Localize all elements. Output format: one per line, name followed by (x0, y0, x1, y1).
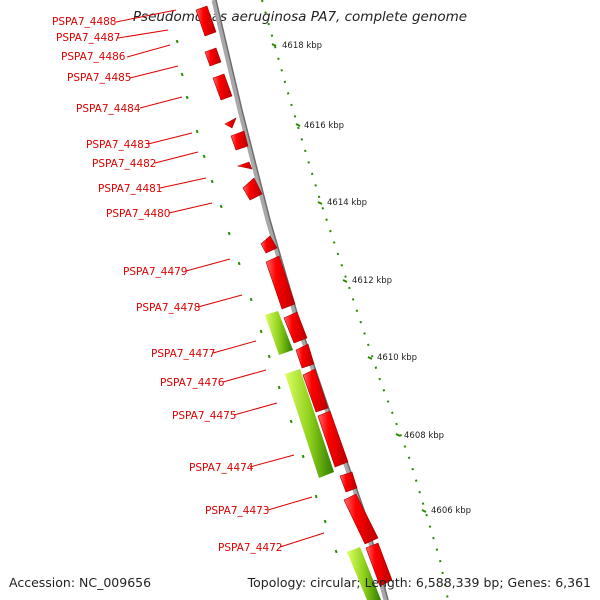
gene-label: PSPA7_4484 (76, 103, 141, 115)
cds-arrow (295, 343, 315, 369)
cds-arrow (212, 73, 233, 101)
cds-arrow (242, 177, 263, 201)
summary-text: Topology: circular; Length: 6,588,339 bp… (247, 575, 591, 590)
cds-arrow (260, 235, 278, 254)
scale-labels: 4618 kbp 4616 kbp 4614 kbp 4612 kbp 4610… (282, 41, 471, 516)
leader-lines (115, 9, 325, 548)
accession-text: Accession: NC_009656 (9, 575, 152, 590)
cds-arrow (195, 5, 217, 37)
scale-label: 4614 kbp (327, 198, 367, 208)
gene-label: PSPA7_4473 (205, 505, 270, 517)
cds-arrow (230, 130, 249, 151)
cds-arrow (283, 311, 308, 344)
gene-label: PSPA7_4477 (151, 348, 216, 360)
scale-label: 4618 kbp (282, 41, 322, 51)
inner-tick-dots (175, 39, 338, 554)
cds-arrows (195, 5, 393, 587)
cds-arrow (302, 368, 329, 413)
green-feature (265, 311, 293, 355)
scale-label: 4612 kbp (352, 276, 392, 286)
outer-ruler (261, 0, 449, 600)
cds-arrow (265, 255, 296, 310)
ruler-major-ticks (271, 43, 427, 513)
gene-labels: PSPA7_4488 PSPA7_4487 PSPA7_4486 PSPA7_4… (52, 16, 283, 554)
gene-label: PSPA7_4487 (56, 32, 121, 44)
gene-label: PSPA7_4482 (92, 158, 157, 170)
gene-label: PSPA7_4472 (218, 542, 283, 554)
gene-label: PSPA7_4486 (61, 51, 126, 63)
gene-label: PSPA7_4474 (189, 462, 254, 474)
scale-label: 4606 kbp (431, 506, 471, 516)
gene-label: PSPA7_4485 (67, 72, 132, 84)
cds-arrow (365, 542, 393, 587)
gene-label: PSPA7_4478 (136, 302, 201, 314)
scale-label: 4616 kbp (304, 121, 344, 131)
scale-label: 4608 kbp (404, 431, 444, 441)
cds-arrow (236, 161, 253, 170)
cds-arrow (339, 471, 358, 493)
gene-label: PSPA7_4488 (52, 16, 117, 28)
gene-label: PSPA7_4476 (160, 377, 225, 389)
green-feature (347, 547, 381, 600)
cds-arrow (343, 493, 379, 545)
gene-label: PSPA7_4483 (86, 139, 151, 151)
cds-arrow (204, 47, 222, 67)
gene-label: PSPA7_4475 (172, 410, 237, 422)
gene-label: PSPA7_4480 (106, 208, 171, 220)
green-feature (285, 369, 334, 478)
green-features (265, 311, 381, 600)
cds-arrow (224, 117, 237, 129)
gene-label: PSPA7_4479 (123, 266, 188, 278)
cds-arrow (317, 410, 349, 468)
gene-label: PSPA7_4481 (98, 183, 163, 195)
scale-label: 4610 kbp (377, 353, 417, 363)
